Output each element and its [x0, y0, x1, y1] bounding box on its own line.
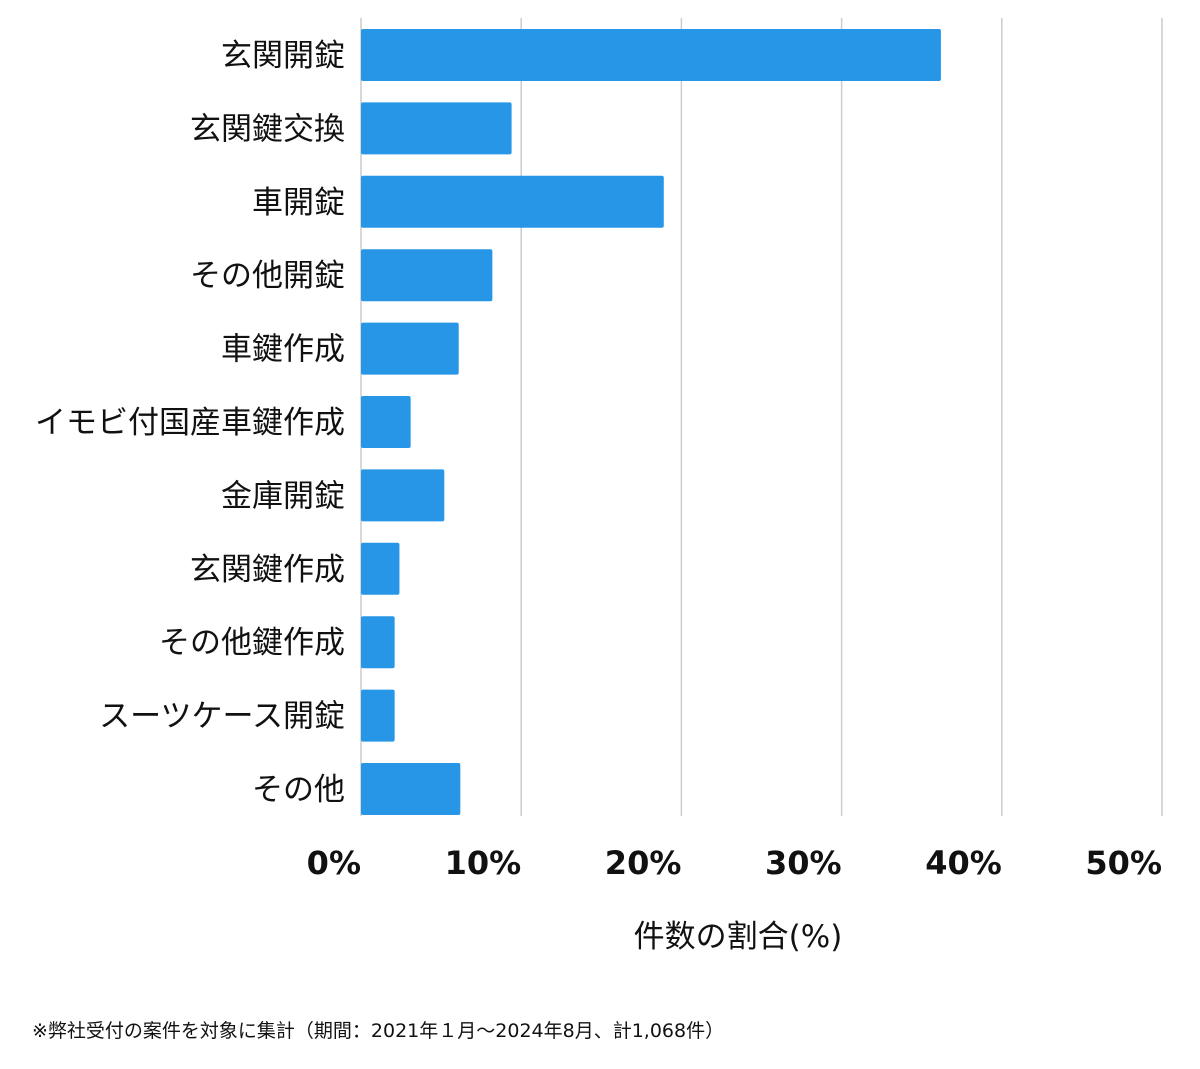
bar [361, 29, 941, 81]
bar [361, 249, 493, 302]
bar [361, 616, 395, 669]
category-label: 金庫開錠 [221, 478, 345, 514]
bar [361, 689, 395, 742]
bar [361, 542, 400, 595]
x-tick-label: 10% [445, 844, 522, 882]
gridlines [360, 18, 1163, 816]
footnote: ※弊社受付の案件を対象に集計（期間：2021年１月〜2024年8月、計1,068… [32, 1020, 725, 1042]
category-label: 玄関鍵作成 [190, 552, 345, 588]
bar [361, 396, 411, 448]
category-label: その他鍵作成 [159, 625, 345, 661]
category-label: 玄関開錠 [221, 38, 345, 74]
bar [361, 763, 461, 815]
bar [361, 322, 459, 375]
x-tick-label: 40% [925, 844, 1002, 882]
category-label: イモビ付国産車鍵作成 [35, 405, 345, 441]
category-label: スーツケース開錠 [99, 699, 345, 735]
x-axis-title: 件数の割合(%) [634, 919, 843, 955]
bar [361, 469, 445, 522]
x-tick-labels: 0% 10% 20% 30% 40% 50% [307, 844, 1162, 882]
category-label: その他開錠 [190, 258, 345, 294]
x-tick-label: 50% [1085, 844, 1162, 882]
bar-chart: 玄関開錠玄関鍵交換車開錠その他開錠車鍵作成イモビ付国産車鍵作成金庫開錠玄関鍵作成… [35, 18, 1163, 955]
category-label: 玄関鍵交換 [190, 111, 345, 147]
x-tick-label: 20% [605, 844, 682, 882]
category-label: その他 [252, 772, 345, 808]
bar [361, 102, 512, 155]
category-label: 車鍵作成 [221, 332, 345, 368]
bars [361, 29, 941, 815]
category-labels: 玄関開錠玄関鍵交換車開錠その他開錠車鍵作成イモビ付国産車鍵作成金庫開錠玄関鍵作成… [35, 38, 345, 808]
x-tick-label: 0% [307, 844, 361, 882]
x-tick-label: 30% [765, 844, 842, 882]
bar [361, 175, 664, 228]
category-label: 車開錠 [252, 185, 345, 221]
